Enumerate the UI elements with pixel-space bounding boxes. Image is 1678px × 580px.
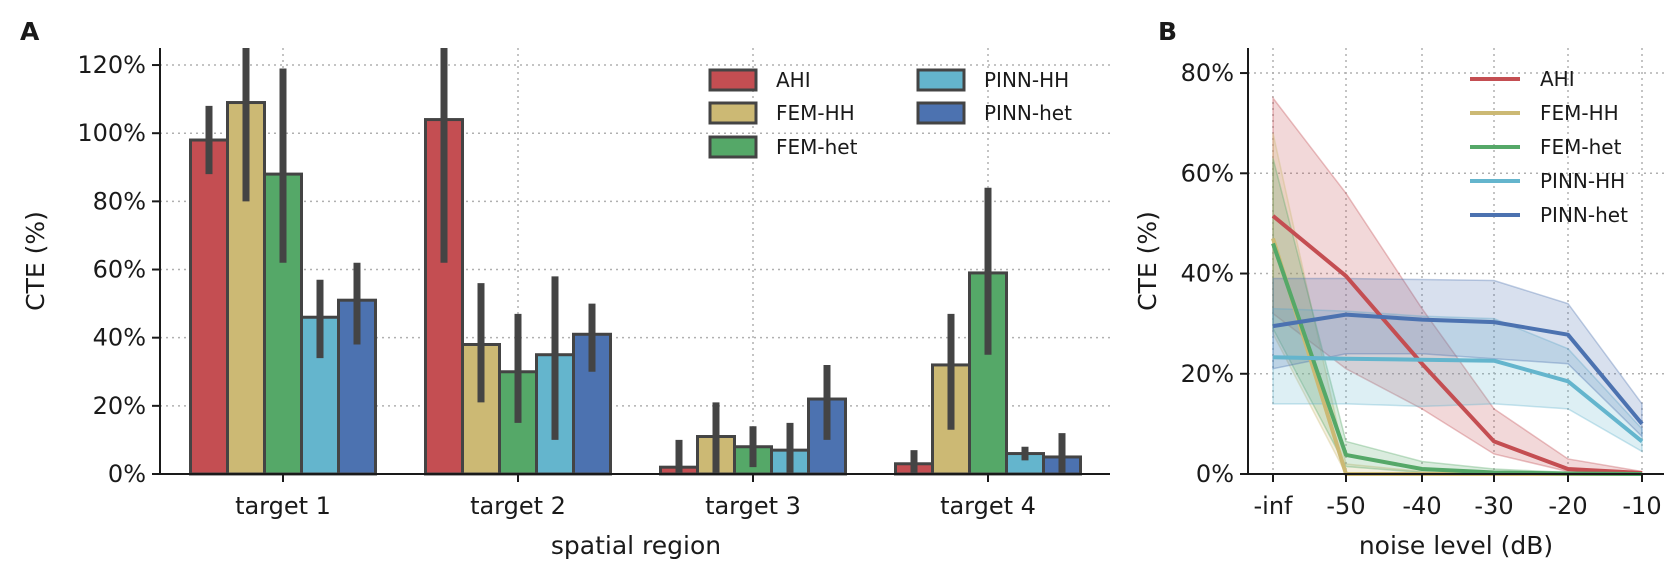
panel-a-x-tick-label: target 1 <box>235 492 331 520</box>
panel-b-x-tick-label: -50 <box>1326 492 1365 520</box>
panel-b-y-tick-label: 20% <box>1181 360 1234 388</box>
panel-a-y-tick-label: 20% <box>93 392 146 420</box>
legend-swatch-ahi <box>708 68 758 92</box>
panel-a-y-tick-label: 80% <box>93 187 146 215</box>
panel-b-y-ticks: 0% 20% 40% 60% 80% <box>1181 59 1248 488</box>
panel-a-y-tick-label: 100% <box>77 119 146 147</box>
panel-b-x-tick-label: -40 <box>1402 492 1441 520</box>
panel-a-y-ticks: 0% 20% 40% 60% 80% 100% 120% <box>77 51 160 488</box>
line-pinn-het <box>1272 312 1644 426</box>
panel-a-legend: AHI FEM-HH FEM-het PINN-HH PINN-het <box>708 68 1072 159</box>
panel-a-y-tick-label: 0% <box>108 460 146 488</box>
panel-a-x-tick-label: target 2 <box>470 492 566 520</box>
panel-b: B 0% 20% 40% 60% 80% -inf -50 -40 -30 -20 -10 noi… <box>1133 17 1664 560</box>
panel-b-x-tick-label: -20 <box>1548 492 1587 520</box>
panel-a-y-tick-label: 120% <box>77 51 146 79</box>
legend-label-fem-hh: FEM-HH <box>1540 101 1619 125</box>
panel-a: A 0%20%40%60%80%100%120% target 1 target … <box>20 17 1110 560</box>
legend-label-ahi: AHI <box>1540 67 1575 91</box>
panel-a-x-axis-label: spatial region <box>551 531 721 560</box>
panel-a-y-tick-label: 40% <box>93 324 146 352</box>
panel-b-y-tick-label: 60% <box>1181 159 1234 187</box>
legend-label-ahi: AHI <box>776 68 811 92</box>
panel-a-bars <box>189 101 1082 476</box>
panel-b-x-tick-label: -10 <box>1622 492 1661 520</box>
legend-label-pinn-het: PINN-het <box>984 101 1072 125</box>
panel-letter-b: B <box>1158 17 1177 46</box>
bar-ahi-target-1 <box>189 138 229 476</box>
panel-b-x-tick-label: -30 <box>1474 492 1513 520</box>
panel-b-y-tick-label: 40% <box>1181 260 1234 288</box>
legend-label-fem-het: FEM-het <box>776 135 858 159</box>
legend-label-pinn-het: PINN-het <box>1540 203 1628 227</box>
legend-swatch-pinn-hh <box>916 68 966 92</box>
panel-a-y-axis-label: CTE (%) <box>21 211 50 311</box>
legend-label-fem-hh: FEM-HH <box>776 101 855 125</box>
panel-b-x-tick-label: -inf <box>1254 492 1294 520</box>
band-pinn-hh <box>1272 307 1643 453</box>
panel-a-error-bars <box>205 48 1066 474</box>
panel-b-x-axis-label: noise level (dB) <box>1359 531 1553 560</box>
panel-letter-a: A <box>20 17 40 46</box>
legend-swatch-pinn-het <box>916 101 966 125</box>
panel-a-x-ticks: target 1 target 2 target 3 target 4 <box>235 474 1036 520</box>
panel-b-y-tick-label: 0% <box>1196 460 1234 488</box>
panel-b-y-tick-label: 80% <box>1181 59 1234 87</box>
legend-label-pinn-hh: PINN-HH <box>984 68 1069 92</box>
line-ahi <box>1271 214 1643 475</box>
legend-label-pinn-hh: PINN-HH <box>1540 169 1625 193</box>
panel-a-x-tick-label: target 4 <box>940 492 1036 520</box>
panel-a-x-tick-label: target 3 <box>705 492 801 520</box>
panel-b-y-axis-label: CTE (%) <box>1133 211 1162 311</box>
line-pinn-hh <box>1272 355 1644 443</box>
panel-a-y-tick-label: 60% <box>93 256 146 284</box>
legend-swatch-fem-hh <box>708 101 758 125</box>
band-pinn-het <box>1272 277 1643 439</box>
panel-b-grid <box>1248 48 1664 474</box>
legend-label-fem-het: FEM-het <box>1540 135 1622 159</box>
panel-b-x-ticks: -inf -50 -40 -30 -20 -10 <box>1254 474 1662 520</box>
panel-b-legend: AHI FEM-HH FEM-het PINN-HH PINN-het <box>1470 67 1628 227</box>
legend-swatch-fem-het <box>708 135 758 159</box>
